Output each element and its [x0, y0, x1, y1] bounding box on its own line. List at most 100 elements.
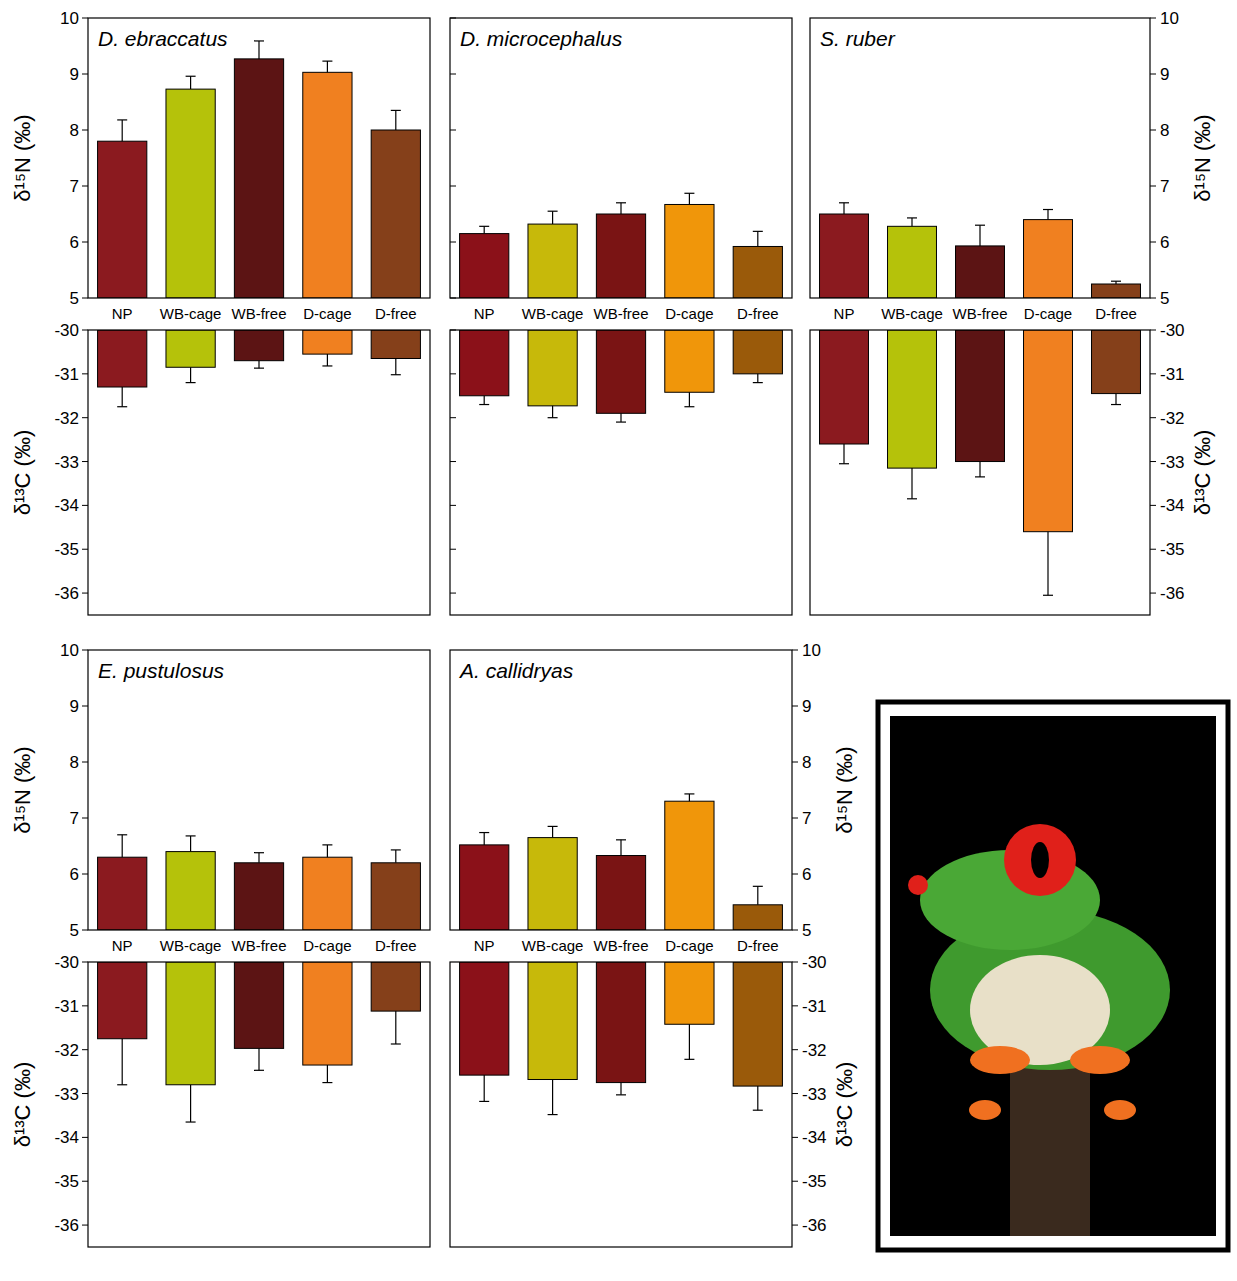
error-line: [190, 1085, 191, 1122]
tick-label: -30: [54, 953, 79, 972]
error-line: [757, 374, 758, 383]
error-cap: [254, 852, 264, 853]
tick: [450, 130, 456, 131]
axis-title: δ¹³C (‰): [10, 430, 35, 516]
bar: [528, 962, 577, 1080]
error-bar: [753, 886, 763, 904]
frog-toe: [1104, 1100, 1136, 1120]
category-label: NP: [834, 305, 855, 322]
tick-label: -34: [1160, 496, 1185, 515]
error-bar: [616, 1083, 626, 1095]
tick: [82, 1049, 88, 1050]
category-label: D-cage: [1024, 305, 1072, 322]
error-line: [689, 794, 690, 801]
error-bar: [753, 1086, 763, 1110]
carbon-plot: -36-35-34-33-32-31-30δ¹³C (‰): [10, 321, 430, 615]
nitrogen-plot: 5678910δ¹⁵N (‰)S. ruberNPWB-cageWB-freeD…: [810, 9, 1215, 322]
error-line: [327, 61, 328, 72]
error-cap: [479, 832, 489, 833]
tick: [1150, 18, 1156, 19]
tick: [1150, 242, 1156, 243]
error-line: [620, 413, 621, 422]
tick-label: 5: [802, 921, 811, 940]
tick: [82, 505, 88, 506]
tick-label: -33: [54, 453, 79, 472]
error-cap: [254, 40, 264, 41]
error-bar: [322, 354, 332, 366]
tick-label: 5: [70, 289, 79, 308]
bar: [1024, 220, 1073, 298]
error-line: [689, 392, 690, 406]
bars: [98, 962, 421, 1122]
category-label: WB-cage: [522, 305, 584, 322]
tick-label: -36: [1160, 584, 1185, 603]
error-bar: [907, 468, 917, 499]
axis-title: δ¹⁵N (‰): [832, 746, 857, 833]
bar: [596, 962, 645, 1083]
error-cap: [684, 193, 694, 194]
error-bar: [479, 396, 489, 405]
frame: [88, 18, 430, 298]
tick-label: 10: [802, 641, 821, 660]
error-cap: [117, 406, 127, 407]
tick-label: -31: [54, 997, 79, 1016]
error-line: [122, 387, 123, 407]
category-label: D-cage: [665, 937, 713, 954]
bar: [528, 838, 577, 930]
tick: [1150, 417, 1156, 418]
error-cap: [616, 1094, 626, 1095]
tick: [82, 874, 88, 875]
tick: [1150, 130, 1156, 131]
tick: [792, 930, 798, 931]
error-line: [258, 41, 259, 59]
bar: [528, 224, 577, 298]
tick: [450, 593, 456, 594]
error-line: [757, 886, 758, 904]
error-cap: [1111, 404, 1121, 405]
axis-title: δ¹³C (‰): [10, 1062, 35, 1148]
tick: [82, 1225, 88, 1226]
carbon-plot: -36-35-34-33-32-31-30δ¹³C (‰): [810, 321, 1215, 615]
category-label: D-free: [737, 937, 779, 954]
error-bar: [753, 374, 763, 383]
tick-label: -32: [54, 409, 79, 428]
error-bar: [322, 1065, 332, 1083]
bar: [733, 905, 782, 930]
panel-title: D. microcephalus: [460, 27, 623, 50]
bar: [733, 962, 782, 1086]
error-bar: [186, 367, 196, 382]
bar: [303, 330, 352, 354]
error-line: [689, 193, 690, 204]
photo-frame: [878, 702, 1228, 1250]
error-line: [552, 406, 553, 418]
error-line: [552, 826, 553, 837]
tick-label: -34: [802, 1128, 827, 1147]
error-bar: [616, 203, 626, 214]
error-cap: [479, 226, 489, 227]
error-cap: [479, 1101, 489, 1102]
category-label: WB-free: [231, 937, 286, 954]
bar: [234, 59, 283, 298]
tick-label: -31: [1160, 365, 1185, 384]
tick-label: 6: [70, 865, 79, 884]
tick: [1150, 505, 1156, 506]
tick: [792, 1225, 798, 1226]
error-bar: [186, 1085, 196, 1122]
error-cap: [907, 217, 917, 218]
tick-label: 5: [70, 921, 79, 940]
tick-label: -36: [54, 1216, 79, 1235]
carbon-plot: [450, 330, 792, 615]
tick: [450, 549, 456, 550]
tick: [792, 1049, 798, 1050]
error-line: [843, 444, 844, 464]
tick-label: -35: [54, 1172, 79, 1191]
error-line: [620, 840, 621, 856]
error-bar: [391, 850, 401, 863]
bar: [371, 962, 420, 1011]
panel-title: A. callidryas: [458, 659, 574, 682]
error-line: [327, 845, 328, 857]
error-line: [620, 203, 621, 214]
tick: [1150, 593, 1156, 594]
error-bar: [1043, 210, 1053, 220]
bar: [733, 330, 782, 374]
